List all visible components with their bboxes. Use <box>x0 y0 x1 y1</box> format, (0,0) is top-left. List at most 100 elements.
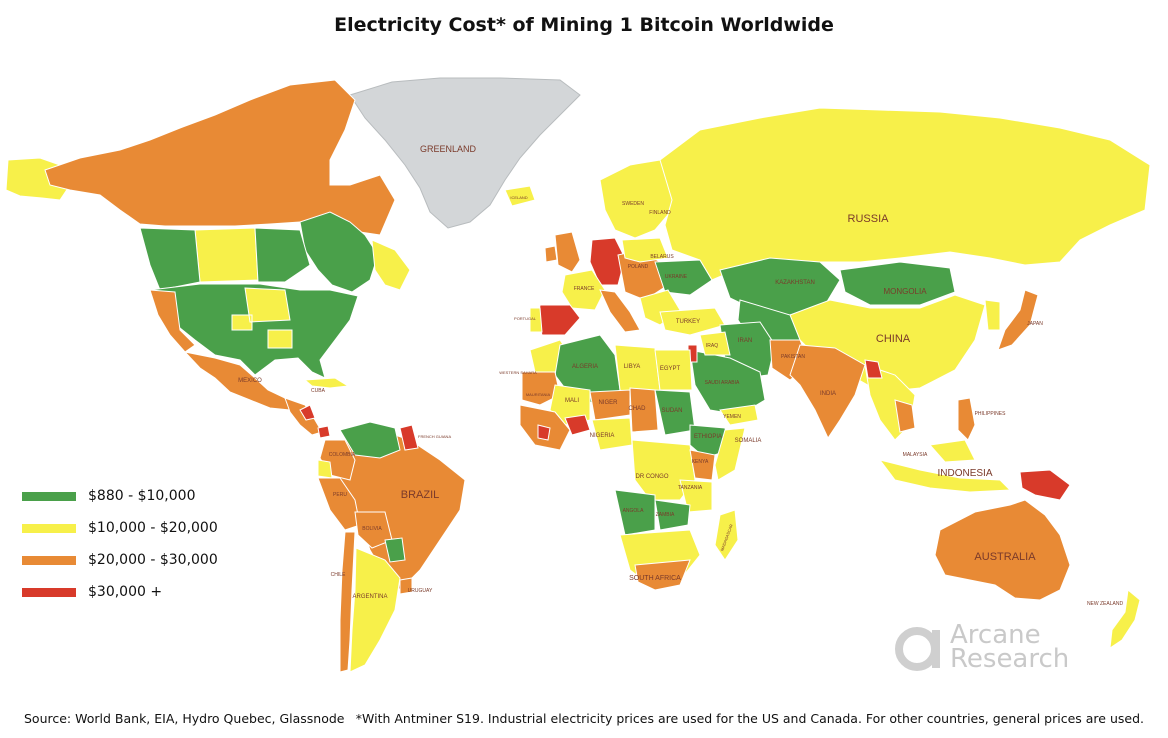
legend-swatch <box>22 587 76 597</box>
brand-line2: Research <box>950 644 1070 674</box>
source-note: Source: World Bank, EIA, Hydro Quebec, G… <box>24 711 345 726</box>
oceania <box>934 499 1141 650</box>
label-colombia: COLOMBIA <box>329 452 356 458</box>
region-ecuador <box>317 459 333 479</box>
label-peru: PERU <box>333 492 347 498</box>
label-mexico: MEXICO <box>238 378 262 384</box>
label-chile: CHILE <box>331 572 346 578</box>
label-tanzania: TANZANIA <box>678 485 703 491</box>
legend-item: $20,000 - $30,000 <box>22 544 218 576</box>
region-spain <box>537 304 581 336</box>
label-brazil: BRAZIL <box>401 489 440 501</box>
region-france <box>561 269 606 311</box>
label-saudi-arabia: SAUDI ARABIA <box>705 380 740 386</box>
label-dr-congo: DR CONGO <box>636 474 669 480</box>
label-belarus: BELARUS <box>650 254 674 260</box>
north-america <box>5 79 411 439</box>
russia-asia <box>659 107 1151 501</box>
label-south-africa: SOUTH AFRICA <box>629 575 681 582</box>
footnote: *With Antminer S19. Industrial electrici… <box>355 711 1144 726</box>
label-sweden: SWEDEN <box>622 201 644 207</box>
label-philippines: PHILIPPINES <box>975 411 1007 417</box>
region-png-red <box>1019 469 1071 501</box>
map-labels: GREENLAND RUSSIA CHINA KAZAKHSTAN MONGOL… <box>238 144 1123 607</box>
region-south-africa <box>634 559 691 591</box>
label-mali: MALI <box>565 398 579 404</box>
chart-title: Electricity Cost* of Mining 1 Bitcoin Wo… <box>334 14 834 36</box>
label-portugal: PORTUGAL <box>514 316 537 321</box>
region-thailand <box>894 399 916 433</box>
region-greenland <box>349 77 581 229</box>
region-guyana <box>399 424 419 451</box>
region-iraq <box>699 331 731 356</box>
label-russia: RUSSIA <box>848 213 890 225</box>
region-zambia <box>654 499 691 531</box>
legend-label: $30,000 + <box>88 584 163 600</box>
region-canada-ontario <box>254 227 311 283</box>
region-portugal <box>529 307 543 333</box>
label-turkey: TURKEY <box>676 319 700 325</box>
brand-text: Arcane Research <box>950 622 1070 674</box>
south-america <box>317 421 466 673</box>
label-niger: NIGER <box>598 400 618 406</box>
region-venezuela <box>339 421 401 459</box>
no-data-regions <box>349 77 581 229</box>
label-nigeria: NIGERIA <box>590 433 615 439</box>
region-philippines <box>957 397 976 441</box>
label-pakistan: PAKISTAN <box>781 354 805 360</box>
legend-label: $20,000 - $30,000 <box>88 552 218 568</box>
region-myanmar-red <box>864 359 883 379</box>
label-yemen: YEMEN <box>723 414 741 420</box>
label-somalia: SOMALIA <box>735 438 762 444</box>
region-canada-prairie <box>194 227 259 283</box>
region-canada-atlantic <box>371 239 411 291</box>
label-new-zealand: NEW ZEALAND <box>1087 601 1124 607</box>
region-korea <box>984 299 1001 331</box>
label-mauritania: MAURITANIA <box>526 392 551 397</box>
region-indonesia <box>878 459 1012 493</box>
region-egypt <box>654 349 693 391</box>
label-mongolia: MONGOLIA <box>883 287 927 296</box>
region-canada-west <box>139 227 201 291</box>
label-sudan: SUDAN <box>661 408 682 414</box>
region-uk <box>554 231 581 273</box>
region-chad <box>629 387 659 433</box>
region-russia <box>659 107 1151 281</box>
legend: $880 - $10,000 $10,000 - $20,000 $20,000… <box>22 480 218 608</box>
region-germany-red <box>589 237 626 286</box>
region-japan <box>997 289 1039 351</box>
region-central-africa <box>631 439 696 501</box>
region-usa <box>149 283 359 379</box>
arcane-logo-icon <box>895 627 940 671</box>
region-chile <box>339 531 356 673</box>
region-western-sahara <box>521 371 561 406</box>
label-bolivia: BOLIVIA <box>362 526 382 532</box>
region-central-america-red <box>299 404 331 439</box>
region-turkey <box>659 307 726 336</box>
label-iceland: ICELAND <box>510 195 527 200</box>
region-usa-west-coast <box>149 289 196 353</box>
region-paraguay <box>384 537 406 563</box>
region-poland <box>621 237 669 263</box>
label-egypt: EGYPT <box>660 366 681 372</box>
region-canada <box>44 79 396 236</box>
label-japan: JAPAN <box>1027 321 1043 327</box>
region-angola <box>614 489 656 536</box>
label-china: CHINA <box>876 333 911 345</box>
label-greenland: GREENLAND <box>420 144 477 154</box>
region-new-zealand <box>1109 589 1141 650</box>
region-usa-yellow-states <box>231 287 293 349</box>
label-ukraine: UKRAINE <box>665 274 688 280</box>
label-angola: ANGOLA <box>623 508 645 514</box>
label-indonesia: INDONESIA <box>937 468 992 479</box>
region-west-africa-red <box>537 414 591 441</box>
label-chad: CHAD <box>628 406 646 412</box>
region-uruguay <box>399 577 413 595</box>
label-ethiopia: ETHIOPIA <box>694 434 722 440</box>
region-madagascar <box>714 509 739 561</box>
label-australia: AUSTRALIA <box>974 551 1036 563</box>
region-tanzania <box>679 479 713 513</box>
label-french-guiana: FRENCH GUIANA <box>418 434 451 439</box>
region-ukraine <box>654 259 713 296</box>
legend-item: $10,000 - $20,000 <box>22 512 218 544</box>
